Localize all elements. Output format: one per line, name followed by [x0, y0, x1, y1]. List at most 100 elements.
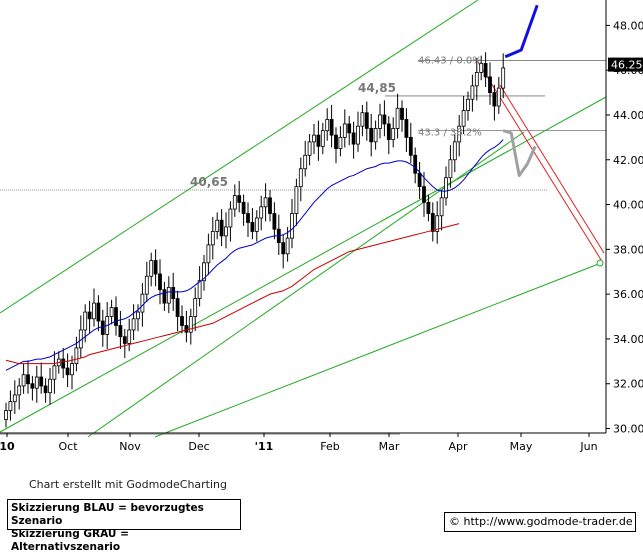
candle-body: [272, 213, 277, 230]
candles: [4, 52, 506, 428]
legend-gray: Skizzierung GRAU = Alternativszenario: [11, 528, 129, 553]
candle-body: [298, 168, 303, 188]
candle-body: [250, 222, 255, 232]
y-tick-label: 42.00: [613, 154, 643, 167]
candle-body: [4, 410, 8, 420]
candle-body: [136, 311, 140, 320]
candle-body: [496, 87, 501, 107]
candle-body: [351, 132, 356, 145]
y-tick-label: 30.00: [613, 423, 643, 436]
current-price-tag: [608, 57, 643, 72]
candle-body: [153, 260, 158, 275]
candle-body: [356, 125, 360, 145]
candle-body: [312, 134, 316, 143]
chart-credit: Chart erstellt mit GodmodeCharting: [29, 478, 227, 491]
candle-body: [87, 311, 92, 320]
legend-blue: Skizzierung BLAU = bevorzugtes Szenario: [11, 502, 204, 527]
candle-body: [70, 363, 74, 376]
candle-body: [109, 307, 114, 317]
x-tick-label: May: [510, 440, 533, 453]
gray-scenario-path: [502, 129, 537, 177]
moving-average-line: [5, 139, 504, 371]
candle-body: [320, 130, 325, 147]
candle-body: [215, 219, 220, 232]
current-price-label: 46.25: [611, 59, 643, 72]
candle-body: [140, 293, 145, 313]
candle-body: [417, 172, 422, 188]
y-tick-label: 32.00: [613, 378, 643, 391]
candle-body: [488, 76, 492, 93]
price-level-label: 44,85: [358, 81, 396, 95]
candle-body: [26, 374, 30, 385]
candle-body: [316, 134, 321, 147]
candle-body: [188, 316, 193, 333]
y-tick-label: 44.00: [613, 109, 643, 122]
candle-body: [408, 136, 413, 156]
channel-anchor: [596, 259, 604, 267]
candle-body: [430, 213, 435, 232]
x-tick-label: Nov: [119, 440, 141, 453]
candle-body: [422, 186, 426, 203]
price-level-label: 40,65: [190, 175, 228, 189]
candle-body: [461, 110, 466, 127]
candle-body: [197, 280, 202, 300]
candle-body: [118, 325, 123, 338]
candle-body: [61, 358, 66, 369]
candle-body: [492, 92, 497, 107]
candle-body: [158, 273, 162, 291]
candle-body: [34, 376, 39, 389]
candle-body: [470, 85, 475, 100]
x-tick-label: '11: [255, 440, 274, 453]
candle-body: [17, 385, 22, 396]
candle-body: [334, 134, 338, 149]
candle-body: [232, 195, 237, 210]
channel-line: [0, 0, 479, 314]
candle-body: [74, 347, 79, 364]
candle-body: [303, 154, 308, 170]
candle-body: [83, 311, 88, 331]
candle-body: [184, 325, 189, 333]
y-tick-label: 38.00: [613, 243, 643, 256]
candle-body: [127, 329, 132, 344]
candle-body: [294, 186, 299, 214]
chart-lines: [0, 0, 607, 438]
x-tick-label: Oct: [58, 440, 78, 453]
candle-body: [114, 307, 118, 326]
x-tick-label: 10: [0, 440, 15, 453]
candle-body: [378, 114, 382, 129]
moving-averages: [5, 139, 504, 371]
labels: 40,65 44,85 46.43 / 0.0% 43.3 / 38.2%: [190, 56, 482, 189]
candle-body: [193, 298, 198, 317]
candle-body: [162, 289, 167, 304]
source-link[interactable]: © http://www.godmode-trader.de: [444, 512, 636, 532]
candle-body: [48, 378, 52, 394]
candle-body: [364, 112, 369, 129]
candle-body: [219, 219, 224, 237]
candle-body: [224, 226, 228, 237]
candle-body: [21, 374, 26, 387]
candle-body: [369, 128, 374, 143]
candle-body: [246, 213, 250, 223]
candle-body: [474, 72, 479, 87]
candle-body: [329, 119, 334, 136]
candle-body: [404, 119, 409, 138]
candle-body: [479, 63, 484, 73]
candle-body: [202, 262, 206, 282]
x-tick-label: Apr: [448, 440, 468, 453]
candle-body: [241, 201, 246, 214]
candle-body: [435, 215, 440, 232]
blue-scenario-path: [504, 4, 539, 59]
channel-line: [87, 131, 525, 438]
candle-body: [100, 320, 105, 335]
candle-body: [268, 197, 272, 214]
scenarios: [502, 4, 539, 177]
candle-body: [426, 201, 431, 214]
candle-body: [400, 107, 404, 120]
candle-body: [395, 107, 400, 129]
x-tick-label: Feb: [320, 440, 339, 453]
candle-body: [413, 154, 418, 174]
candle-body: [254, 217, 259, 232]
candle-body: [228, 208, 233, 228]
candle-body: [259, 206, 264, 219]
candle-body: [65, 367, 70, 376]
